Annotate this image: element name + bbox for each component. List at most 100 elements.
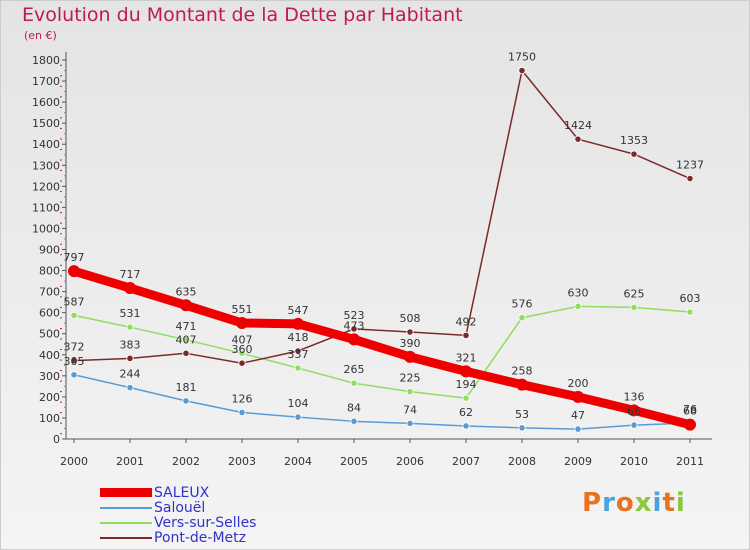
data-point (460, 365, 472, 378)
data-label: 244 (120, 368, 141, 381)
data-point (630, 303, 638, 312)
data-point (126, 323, 134, 331)
data-label: 1237 (676, 159, 704, 172)
data-point (686, 174, 694, 183)
chart-data-labels: 797 717 635 551 547 473 390 321 258 200 136 68 305 24… (64, 51, 705, 423)
data-point (350, 417, 358, 425)
data-label: 603 (680, 292, 701, 305)
data-label: 47 (571, 409, 585, 422)
y-tick-label: 300 (39, 370, 60, 383)
data-label: 84 (347, 401, 361, 414)
data-label: 523 (344, 309, 365, 322)
data-point (238, 359, 246, 367)
data-point (238, 349, 246, 357)
data-label: 258 (512, 365, 533, 378)
legend-swatch (100, 488, 152, 497)
data-label: 473 (344, 319, 365, 332)
x-tick-label: 2006 (396, 455, 424, 468)
data-label: 390 (400, 337, 421, 350)
data-label: 225 (400, 372, 421, 385)
data-label: 104 (288, 397, 309, 410)
logo-letter: x (634, 488, 653, 518)
logo-letter: t (662, 488, 676, 518)
legend-item: Salouël (100, 499, 206, 516)
data-point (124, 282, 136, 295)
data-point (294, 413, 302, 421)
chart-subtitle: (en €) (24, 29, 57, 42)
data-label: 76 (683, 403, 697, 416)
data-label: 194 (456, 378, 477, 391)
series-line-saleux (69, 266, 695, 430)
data-label: 337 (288, 348, 309, 361)
data-point (574, 135, 582, 143)
data-point (238, 408, 246, 417)
y-tick-label: 1300 (32, 159, 60, 172)
x-tick-label: 2010 (620, 455, 648, 468)
data-point (182, 397, 190, 405)
data-point (350, 325, 358, 333)
data-label: 360 (232, 343, 253, 356)
data-point (574, 302, 582, 310)
data-label: 1750 (508, 51, 536, 64)
legend-label: Salouël (154, 499, 206, 516)
legend-label: Vers-sur-Selles (154, 514, 257, 531)
data-point (68, 265, 80, 278)
data-label: 630 (568, 286, 589, 299)
y-tick-label: 1200 (32, 180, 60, 193)
data-point (292, 317, 304, 330)
data-point (462, 394, 470, 402)
logo-letter: i (652, 488, 663, 518)
y-tick-label: 1600 (32, 96, 60, 109)
data-label: 635 (176, 285, 197, 298)
data-label: 305 (64, 355, 85, 368)
y-tick-label: 1800 (32, 54, 60, 67)
y-tick-label: 1000 (32, 222, 60, 235)
data-point (406, 328, 414, 336)
data-label: 531 (120, 307, 141, 320)
data-point (574, 425, 582, 433)
data-point (126, 354, 134, 362)
x-tick-label: 2009 (564, 455, 592, 468)
y-tick-label: 400 (39, 349, 60, 362)
x-tick-label: 2004 (284, 455, 312, 468)
chart-title: Evolution du Montant de la Dette par Hab… (22, 4, 463, 26)
x-tick-label: 2002 (172, 455, 200, 468)
y-tick-label: 1100 (32, 201, 60, 214)
x-tick-label: 2008 (508, 455, 536, 468)
data-label: 383 (120, 338, 141, 351)
data-label: 200 (568, 377, 589, 390)
data-label: 181 (176, 381, 197, 394)
logo-letter: o (615, 488, 635, 518)
data-point (572, 390, 584, 403)
data-label: 576 (512, 298, 533, 311)
data-point (404, 350, 416, 363)
data-label: 407 (232, 333, 253, 346)
x-tick-label: 2005 (340, 455, 368, 468)
data-label: 74 (403, 403, 417, 416)
legend-item: Pont-de-Metz (100, 530, 246, 546)
data-label: 492 (456, 315, 477, 328)
data-label: 551 (232, 303, 253, 316)
y-tick-label: 500 (39, 328, 60, 341)
data-point (518, 314, 526, 322)
data-label: 508 (400, 312, 421, 325)
y-tick-label: 0 (53, 433, 60, 446)
data-point (518, 66, 526, 75)
chart-axes: 0 100 200 300 400 500 600 700 800 900 1000 1100 1200… (32, 52, 712, 468)
data-point (406, 388, 414, 396)
data-label: 68 (683, 405, 697, 418)
legend-item: Vers-sur-Selles (100, 514, 257, 531)
data-point (684, 418, 696, 431)
data-point (236, 316, 248, 329)
data-point (686, 308, 694, 316)
y-tick-label: 800 (39, 265, 60, 278)
y-tick-label: 700 (39, 286, 60, 299)
data-point (350, 379, 358, 387)
data-point (462, 331, 470, 340)
data-label: 471 (176, 320, 197, 333)
logo-letter: i (675, 488, 686, 518)
x-tick-label: 2007 (452, 455, 480, 468)
data-label: 126 (232, 392, 253, 405)
